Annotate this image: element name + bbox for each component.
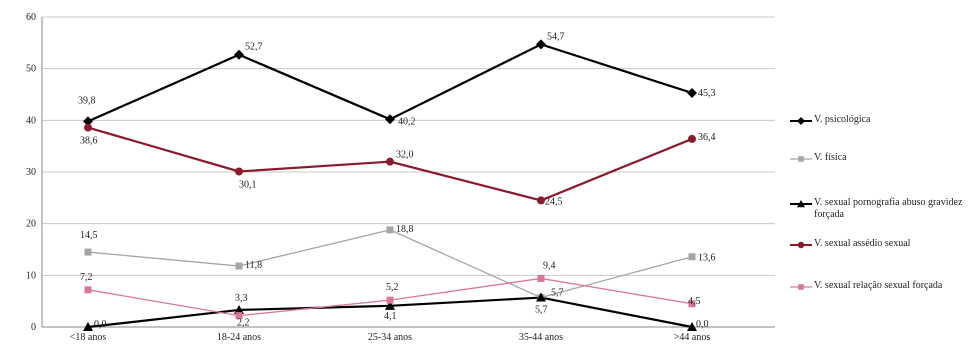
y-tick-label: 10 [26,270,36,281]
legend-swatch [790,241,812,249]
data-point [235,167,243,176]
legend-item: V. psicológica [790,114,974,126]
legend-label: V. sexual pornografia abuso gravidez for… [814,197,963,220]
legend-marker [797,117,805,125]
legend-label: V. sexual assédio sexual [814,238,911,249]
legend-item: V. sexual pornografia abuso gravidez for… [790,197,974,221]
data-point [688,134,696,143]
data-label: 5,2 [386,282,399,293]
data-point [385,114,395,125]
data-label: 0,0 [94,319,107,330]
data-label: 38,6 [80,136,98,147]
y-tick-label: 40 [26,115,36,126]
data-point [386,157,394,166]
data-point [83,116,93,127]
legend-label: V. sexual relação sexual forçada [814,280,943,291]
legend-marker [797,200,805,208]
gridlines [42,16,775,328]
legend-label: V. psicológica [814,114,871,125]
data-point [537,274,545,282]
data-label: 2,2 [237,318,250,329]
legend-swatch [790,156,812,162]
data-label: 30,1 [239,179,257,190]
legend-swatch [790,117,812,125]
legend-swatch [790,200,812,208]
data-point [688,300,696,308]
data-labels: 39,8 52,7 40,2 54,7 45,3 14,5 11,8 18,8 5,7 13,6 0… [78,31,716,330]
data-point [84,123,92,132]
y-tick-label: 50 [26,64,36,75]
data-point [235,312,243,320]
data-label: 40,2 [398,116,416,127]
data-label: 52,7 [245,42,263,53]
data-point [386,226,394,234]
data-label: 36,4 [698,132,716,143]
data-label: 4,5 [688,296,701,307]
y-tick-label: 60 [26,12,36,23]
data-label: 0,0 [696,319,709,330]
data-point [687,322,697,331]
data-label: 5,7 [551,288,564,299]
data-label: 54,7 [547,31,565,42]
data-label: 18,8 [396,224,414,235]
legend-label: V. física [814,152,847,163]
data-point [234,304,244,314]
x-axis: <18 anos 18-24 anos 25-34 anos 35-44 anos >4… [70,332,711,343]
series-line [87,43,693,123]
y-tick-label: 30 [26,167,36,178]
data-point [235,262,243,270]
legend-item: V. sexual assédio sexual [790,238,974,250]
data-label: 11,8 [245,260,262,271]
x-tick-label: 18-24 anos [217,332,261,343]
legend-swatch [790,284,812,290]
data-point [83,322,93,331]
data-point [84,286,92,294]
data-label: 32,0 [396,150,414,161]
data-point [536,292,546,302]
y-tick-label: 20 [26,219,36,230]
data-point [537,196,545,205]
data-point [234,49,244,60]
line-chart: 0 10 20 30 40 50 60 <18 anos 18-24 anos 25-34 an… [26,12,775,343]
x-tick-label: 35-44 anos [519,332,563,343]
legend-marker [797,241,805,249]
data-label: 5,7 [535,305,548,316]
x-tick-label: <18 anos [70,332,107,343]
data-label: 13,6 [698,253,716,264]
data-point [386,296,394,304]
data-label: 7,2 [80,272,93,283]
data-point [687,87,697,98]
y-tick-label: 0 [31,322,36,333]
legend-marker [798,284,804,290]
x-tick-label: >44 anos [674,332,711,343]
data-label: 4,1 [384,311,397,322]
data-point [84,248,92,256]
legend: V. psicológica V. física V. sexual pornogr… [790,0,974,351]
data-point [536,39,546,50]
data-label: 45,3 [698,88,716,99]
series-markers [83,39,697,331]
data-label: 9,4 [543,260,556,271]
y-axis: 0 10 20 30 40 50 60 [26,12,43,333]
data-label: 24,5 [545,196,563,207]
legend-item: V. física [790,152,974,164]
x-tick-label: 25-34 anos [368,332,412,343]
data-point [385,300,395,310]
data-point [688,253,696,261]
data-label: 14,5 [80,230,98,241]
legend-marker [798,156,804,162]
data-label: 39,8 [78,95,96,106]
legend-item: V. sexual relação sexual forçada [790,280,974,292]
data-label: 3,3 [235,293,248,304]
